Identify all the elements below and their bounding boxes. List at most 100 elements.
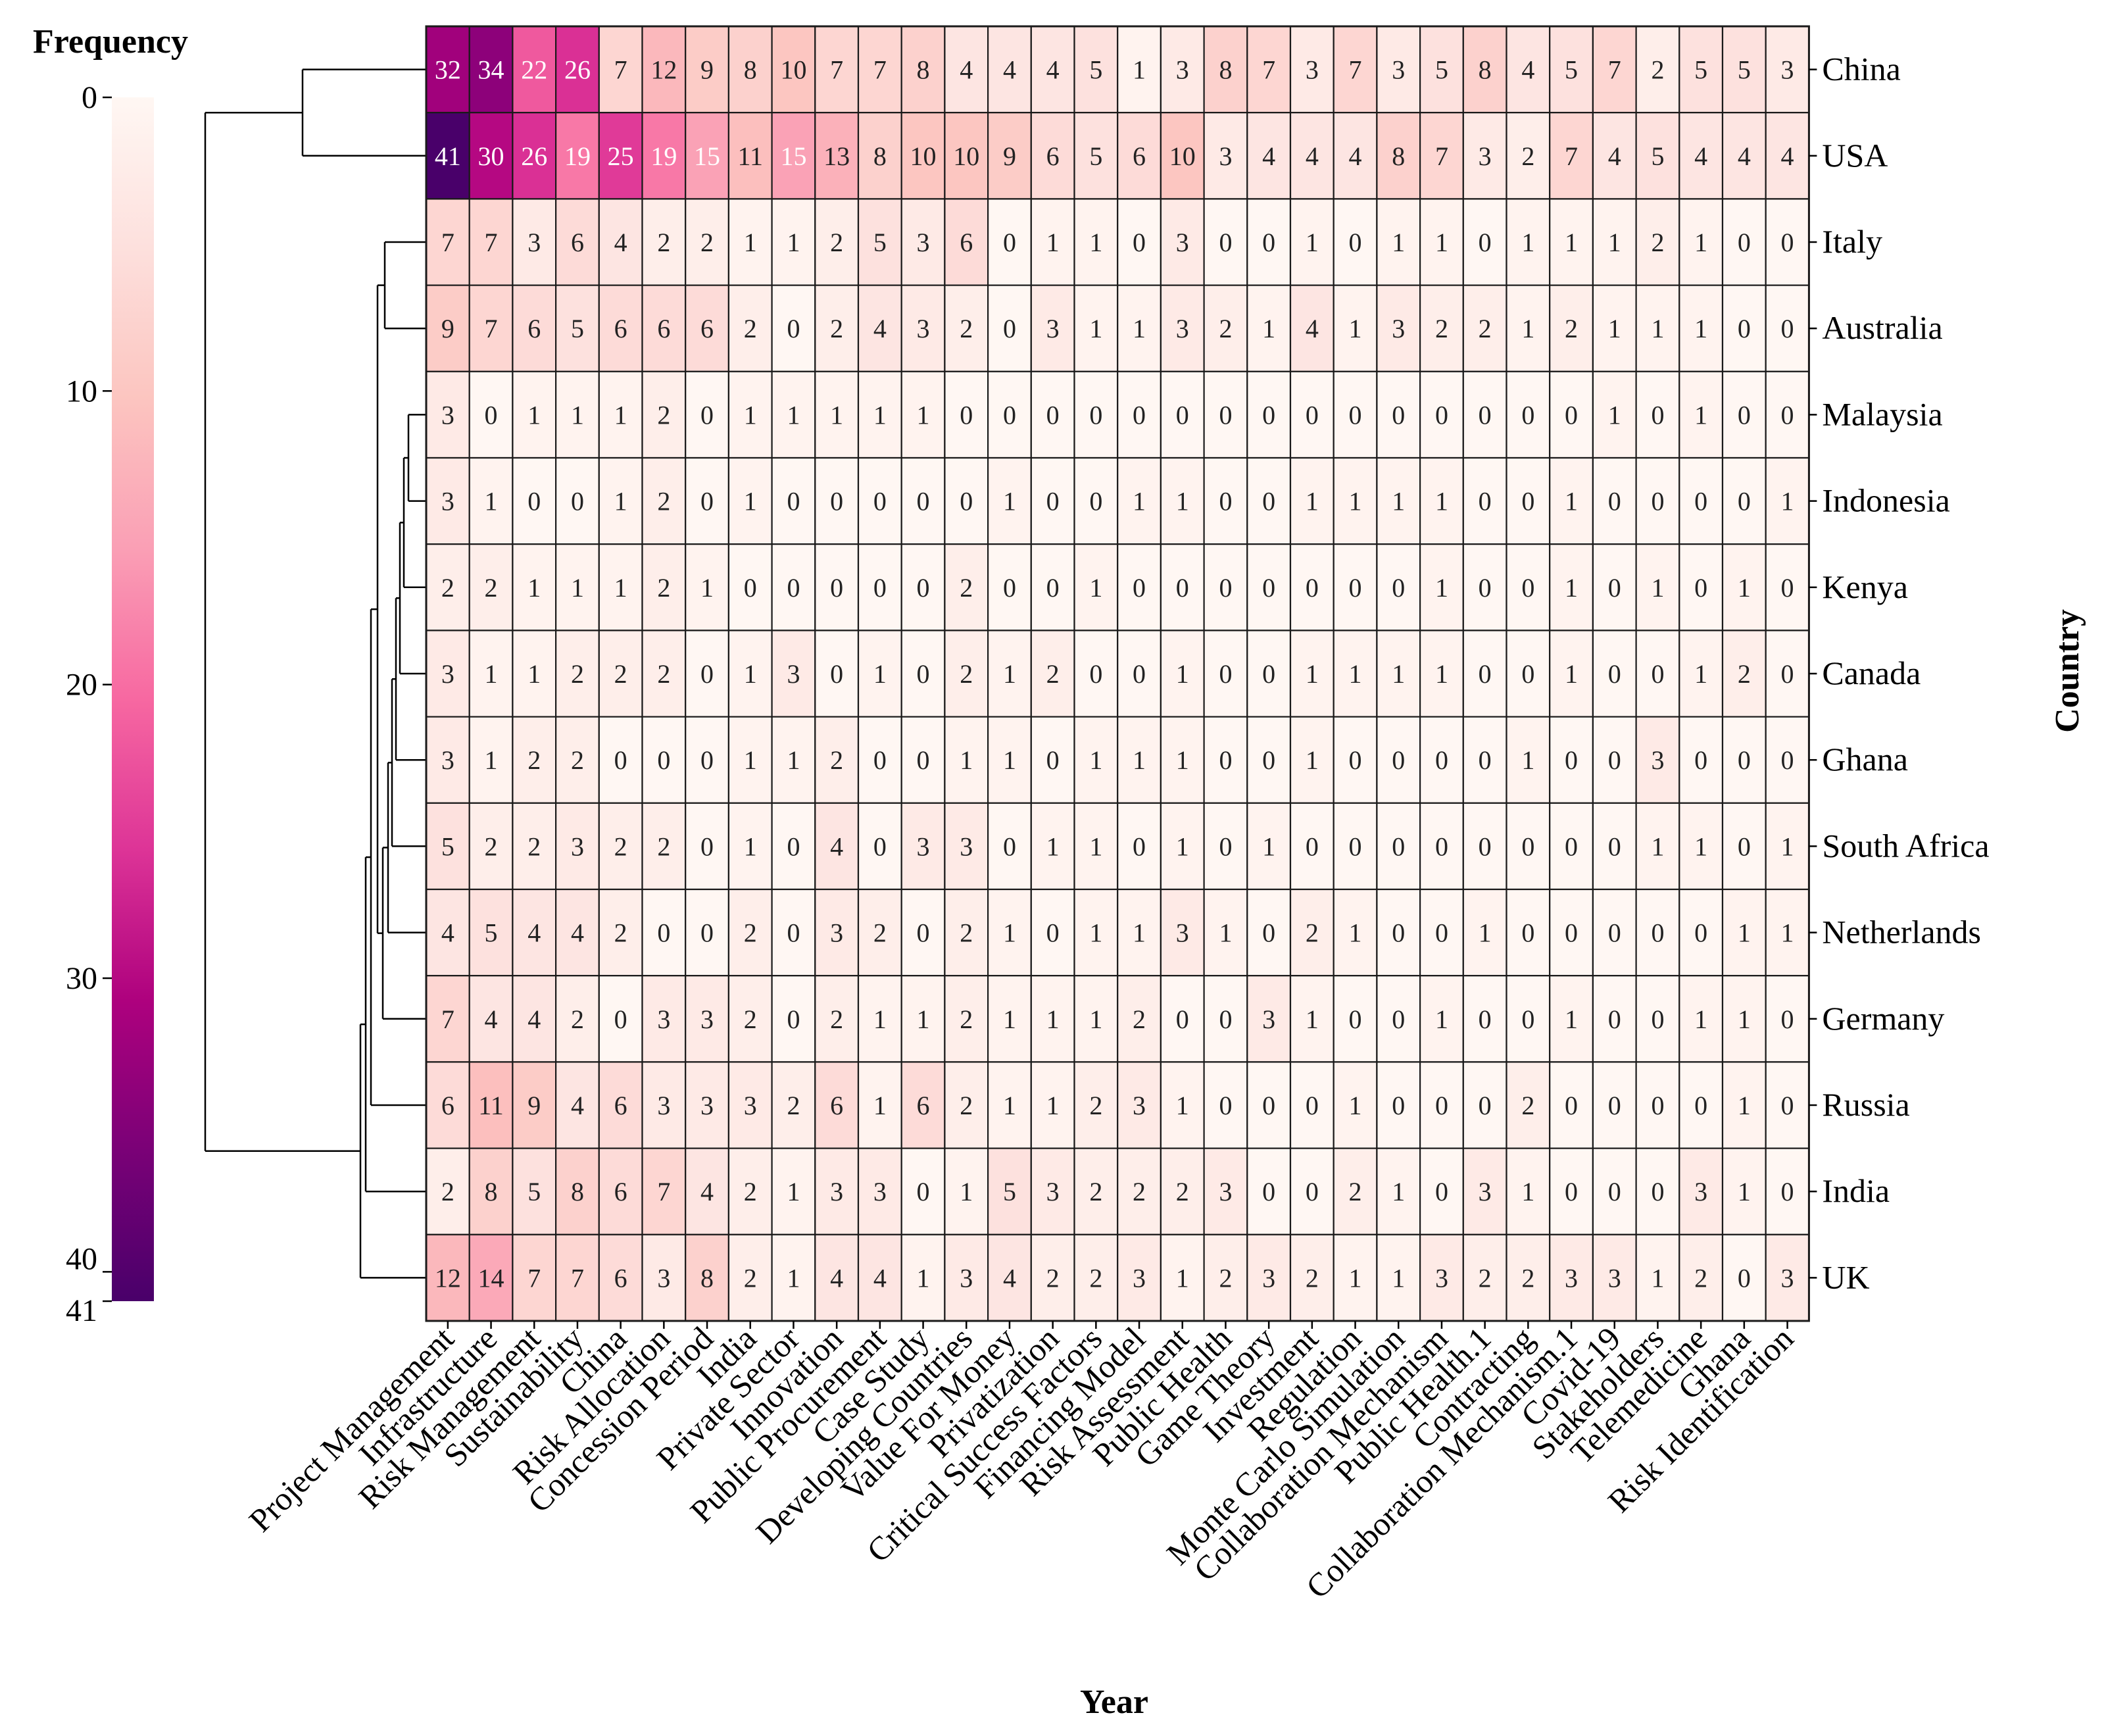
heatmap-cell xyxy=(1030,25,1075,114)
heatmap-cell xyxy=(1073,1061,1119,1149)
heatmap-cell xyxy=(598,112,643,200)
cell-value-label: 8 xyxy=(1392,141,1405,171)
heatmap-cell xyxy=(425,975,470,1063)
heatmap-cell xyxy=(641,457,687,545)
heatmap-cell xyxy=(1203,1061,1248,1149)
cell-value-label: 1 xyxy=(1003,918,1016,948)
row-label: South Africa xyxy=(1822,827,1989,864)
heatmap-cell xyxy=(1246,1147,1292,1235)
cell-value-label: 2 xyxy=(1219,1263,1232,1293)
cell-value-label: 0 xyxy=(1392,1091,1405,1120)
cell-value-label: 0 xyxy=(1306,1177,1319,1206)
heatmap-cell xyxy=(727,802,773,891)
heatmap-cell xyxy=(1678,1061,1724,1149)
cell-value-label: 41 xyxy=(435,141,461,171)
heatmap-cell xyxy=(1030,1061,1075,1149)
cell-value-label: 1 xyxy=(744,745,757,775)
cell-value-label: 15 xyxy=(694,141,720,171)
cell-value-label: 0 xyxy=(1176,1004,1189,1034)
cell-value-label: 0 xyxy=(960,487,973,516)
cell-value-label: 0 xyxy=(1306,573,1319,603)
cell-value-label: 1 xyxy=(1349,659,1362,689)
cell-value-label: 1 xyxy=(1133,918,1146,948)
cell-value-label: 1 xyxy=(1651,314,1664,343)
cell-value-label: 2 xyxy=(960,1091,973,1120)
heatmap-cell xyxy=(1160,198,1205,286)
cell-value-label: 5 xyxy=(873,228,887,257)
cell-value-label: 6 xyxy=(527,314,541,343)
heatmap-cell xyxy=(814,802,860,891)
cell-value-label: 0 xyxy=(1608,487,1621,516)
cell-value-label: 0 xyxy=(1521,1004,1534,1034)
heatmap-cell xyxy=(1333,112,1378,200)
cell-value-label: 10 xyxy=(910,141,937,171)
cell-value-label: 1 xyxy=(1781,918,1794,948)
cell-value-label: 3 xyxy=(1781,55,1794,85)
heatmap-cell xyxy=(685,716,729,804)
cell-value-label: 6 xyxy=(441,1091,454,1120)
cell-value-label: 1 xyxy=(1003,487,1016,516)
cell-value-label: 2 xyxy=(1479,1263,1492,1293)
cell-value-label: 3 xyxy=(1176,228,1189,257)
cell-value-label: 0 xyxy=(917,573,930,603)
cell-value-label: 1 xyxy=(1392,1263,1405,1293)
cell-value-label: 3 xyxy=(1694,1177,1707,1206)
cell-value-label: 1 xyxy=(917,1004,930,1034)
cell-value-label: 0 xyxy=(1781,1091,1794,1120)
heatmap-cell xyxy=(1549,198,1594,286)
cell-value-label: 1 xyxy=(1349,314,1362,343)
cell-value-label: 0 xyxy=(1479,745,1492,775)
cell-value-label: 2 xyxy=(1651,55,1664,85)
cell-value-label: 0 xyxy=(1608,918,1621,948)
heatmap-cell xyxy=(1462,802,1507,891)
heatmap-cell xyxy=(1289,284,1335,372)
cell-value-label: 0 xyxy=(1003,573,1016,603)
heatmap-cell xyxy=(1246,802,1292,891)
cell-value-label: 7 xyxy=(571,1263,584,1293)
heatmap-cell xyxy=(1462,1233,1507,1322)
cell-value-label: 0 xyxy=(1738,314,1751,343)
cell-value-label: 1 xyxy=(1608,228,1621,257)
cell-value-label: 0 xyxy=(700,659,714,689)
cell-value-label: 6 xyxy=(614,1091,627,1120)
heatmap-cell xyxy=(1246,975,1292,1063)
cell-value-label: 1 xyxy=(1306,487,1319,516)
cell-value-label: 1 xyxy=(1089,228,1102,257)
cell-value-label: 5 xyxy=(485,918,498,948)
cell-value-label: 3 xyxy=(1219,1177,1232,1206)
row-label: India xyxy=(1822,1172,1890,1209)
heatmap-cell xyxy=(512,1233,557,1322)
cell-value-label: 0 xyxy=(917,745,930,775)
cell-value-label: 4 xyxy=(1046,55,1060,85)
cell-value-label: 1 xyxy=(787,1263,800,1293)
cell-value-label: 2 xyxy=(614,831,627,861)
cell-value-label: 2 xyxy=(960,918,973,948)
cell-value-label: 0 xyxy=(1435,831,1448,861)
cell-value-label: 5 xyxy=(441,831,454,861)
cell-value-label: 0 xyxy=(917,1177,930,1206)
cell-value-label: 0 xyxy=(1781,314,1794,343)
heatmap-cell xyxy=(1203,716,1248,804)
cell-value-label: 0 xyxy=(1262,487,1275,516)
heatmap-cell xyxy=(987,543,1032,632)
cell-value-label: 0 xyxy=(1262,400,1275,430)
cell-value-label: 0 xyxy=(1046,487,1060,516)
heatmap-cell xyxy=(1721,284,1767,372)
cell-value-label: 6 xyxy=(700,314,714,343)
cell-value-label: 3 xyxy=(1781,1263,1794,1293)
heatmap-cell xyxy=(1246,543,1292,632)
cell-value-label: 1 xyxy=(1435,487,1448,516)
heatmap-cell xyxy=(771,370,816,459)
cell-value-label: 4 xyxy=(960,55,973,85)
cell-value-label: 0 xyxy=(700,487,714,516)
cell-value-label: 4 xyxy=(485,1004,498,1034)
cell-value-label: 0 xyxy=(1651,1177,1664,1206)
cell-value-label: 4 xyxy=(1521,55,1534,85)
cell-value-label: 0 xyxy=(1521,918,1534,948)
heatmap-cell xyxy=(1678,975,1724,1063)
cell-value-label: 2 xyxy=(527,745,541,775)
cell-value-label: 19 xyxy=(650,141,677,171)
cell-value-label: 2 xyxy=(441,573,454,603)
cell-value-label: 1 xyxy=(873,1091,887,1120)
cell-value-label: 0 xyxy=(1521,659,1534,689)
